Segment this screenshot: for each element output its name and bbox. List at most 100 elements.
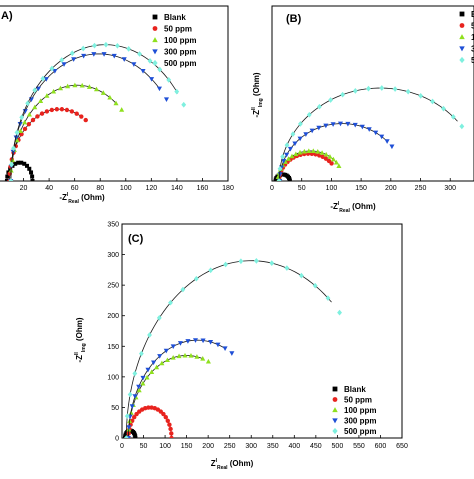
plot-frame xyxy=(0,6,228,181)
data-point xyxy=(164,349,169,354)
data-point xyxy=(133,436,137,440)
y-tick-label: 150 xyxy=(107,344,119,351)
data-point xyxy=(139,351,144,357)
x-tick-label: 400 xyxy=(288,443,300,450)
y-tick-label: 200 xyxy=(107,313,119,320)
x-axis-label: -ZIReal (Ohm) xyxy=(59,192,105,205)
x-tick-label: 250 xyxy=(224,443,236,450)
data-point xyxy=(29,170,33,174)
legend-label: 50 ppm xyxy=(164,25,192,34)
x-tick-label: 250 xyxy=(415,185,427,192)
series-100-ppm xyxy=(126,353,211,440)
fit-line-300-ppm xyxy=(11,54,159,181)
data-point xyxy=(31,179,35,183)
x-tick-label: 0 xyxy=(270,185,274,192)
data-point xyxy=(55,107,59,111)
data-point xyxy=(159,361,164,366)
legend-marker xyxy=(152,60,157,66)
data-point xyxy=(206,359,211,364)
legend-label: 300 ppm xyxy=(164,48,196,57)
data-point xyxy=(406,89,411,95)
x-tick-label: 200 xyxy=(385,185,397,192)
data-point xyxy=(459,123,464,129)
legend-label: 100 ppm xyxy=(344,406,376,415)
x-tick-label: 150 xyxy=(355,185,367,192)
data-point xyxy=(128,392,133,398)
x-tick-label: 550 xyxy=(353,443,365,450)
x-tick-label: 100 xyxy=(120,185,132,192)
legend-marker xyxy=(332,407,338,412)
plot-area xyxy=(123,258,342,441)
panel-label: (B) xyxy=(286,13,302,25)
data-point xyxy=(137,51,142,57)
x-tick-label: 500 xyxy=(332,443,344,450)
data-point xyxy=(288,179,292,183)
x-tick-label: 350 xyxy=(267,443,279,450)
x-tick-label: 40 xyxy=(45,185,53,192)
plot-area xyxy=(5,42,186,184)
x-tick-label: 300 xyxy=(444,185,456,192)
legend-label: 500 ppm xyxy=(164,59,196,68)
x-tick-label: 300 xyxy=(245,443,257,450)
x-tick-label: 100 xyxy=(326,185,338,192)
data-point xyxy=(70,50,75,56)
data-point xyxy=(122,57,127,62)
y-axis-label: -ZIIImg (Ohm) xyxy=(251,72,264,117)
data-point xyxy=(299,273,304,279)
x-tick-label: 150 xyxy=(181,443,193,450)
x-axis-label: -ZIReal (Ohm) xyxy=(330,201,376,214)
x-tick-label: 600 xyxy=(375,443,387,450)
series-500-ppm xyxy=(124,258,342,441)
data-point xyxy=(101,90,106,95)
data-point xyxy=(126,46,131,52)
data-point xyxy=(164,97,169,102)
data-point xyxy=(147,332,152,338)
data-point xyxy=(329,161,333,165)
x-tick-label: 20 xyxy=(20,185,28,192)
legend-marker xyxy=(153,26,158,31)
data-point xyxy=(441,106,446,112)
data-point xyxy=(140,376,145,381)
x-tick-label: 50 xyxy=(298,185,306,192)
data-point xyxy=(373,131,378,136)
data-point xyxy=(79,114,83,118)
data-point xyxy=(27,122,31,126)
data-point xyxy=(148,58,153,64)
x-tick-label: 50 xyxy=(140,443,148,450)
legend-label: 300 ppm xyxy=(344,417,376,426)
data-point xyxy=(223,346,228,351)
data-point xyxy=(115,43,120,49)
data-point xyxy=(194,276,199,282)
legend-marker xyxy=(332,418,338,423)
y-tick-label: 300 xyxy=(107,252,119,259)
fit-line-100-ppm xyxy=(128,355,201,438)
data-point xyxy=(92,43,97,49)
x-tick-label: 200 xyxy=(202,443,214,450)
fit-line-50-ppm xyxy=(10,109,81,181)
data-point xyxy=(303,132,308,137)
x-tick-label: 60 xyxy=(71,185,79,192)
legend-label: Blank xyxy=(344,385,366,394)
panel-label: A) xyxy=(1,10,13,22)
legend-marker xyxy=(460,23,465,28)
x-tick-label: 160 xyxy=(197,185,209,192)
series-50-ppm xyxy=(7,107,88,183)
legend-marker xyxy=(459,57,464,63)
data-point xyxy=(65,108,69,112)
data-point xyxy=(22,120,27,125)
legend-marker xyxy=(152,49,158,54)
legend-label: 500 ppm xyxy=(344,427,376,436)
legend-marker xyxy=(152,37,158,42)
legend-marker xyxy=(333,387,338,392)
data-point xyxy=(157,87,162,92)
data-point xyxy=(166,419,170,423)
y-tick-label: 100 xyxy=(107,374,119,381)
data-point xyxy=(107,95,112,100)
fit-line-300-ppm xyxy=(128,340,224,438)
legend-marker xyxy=(153,15,158,20)
